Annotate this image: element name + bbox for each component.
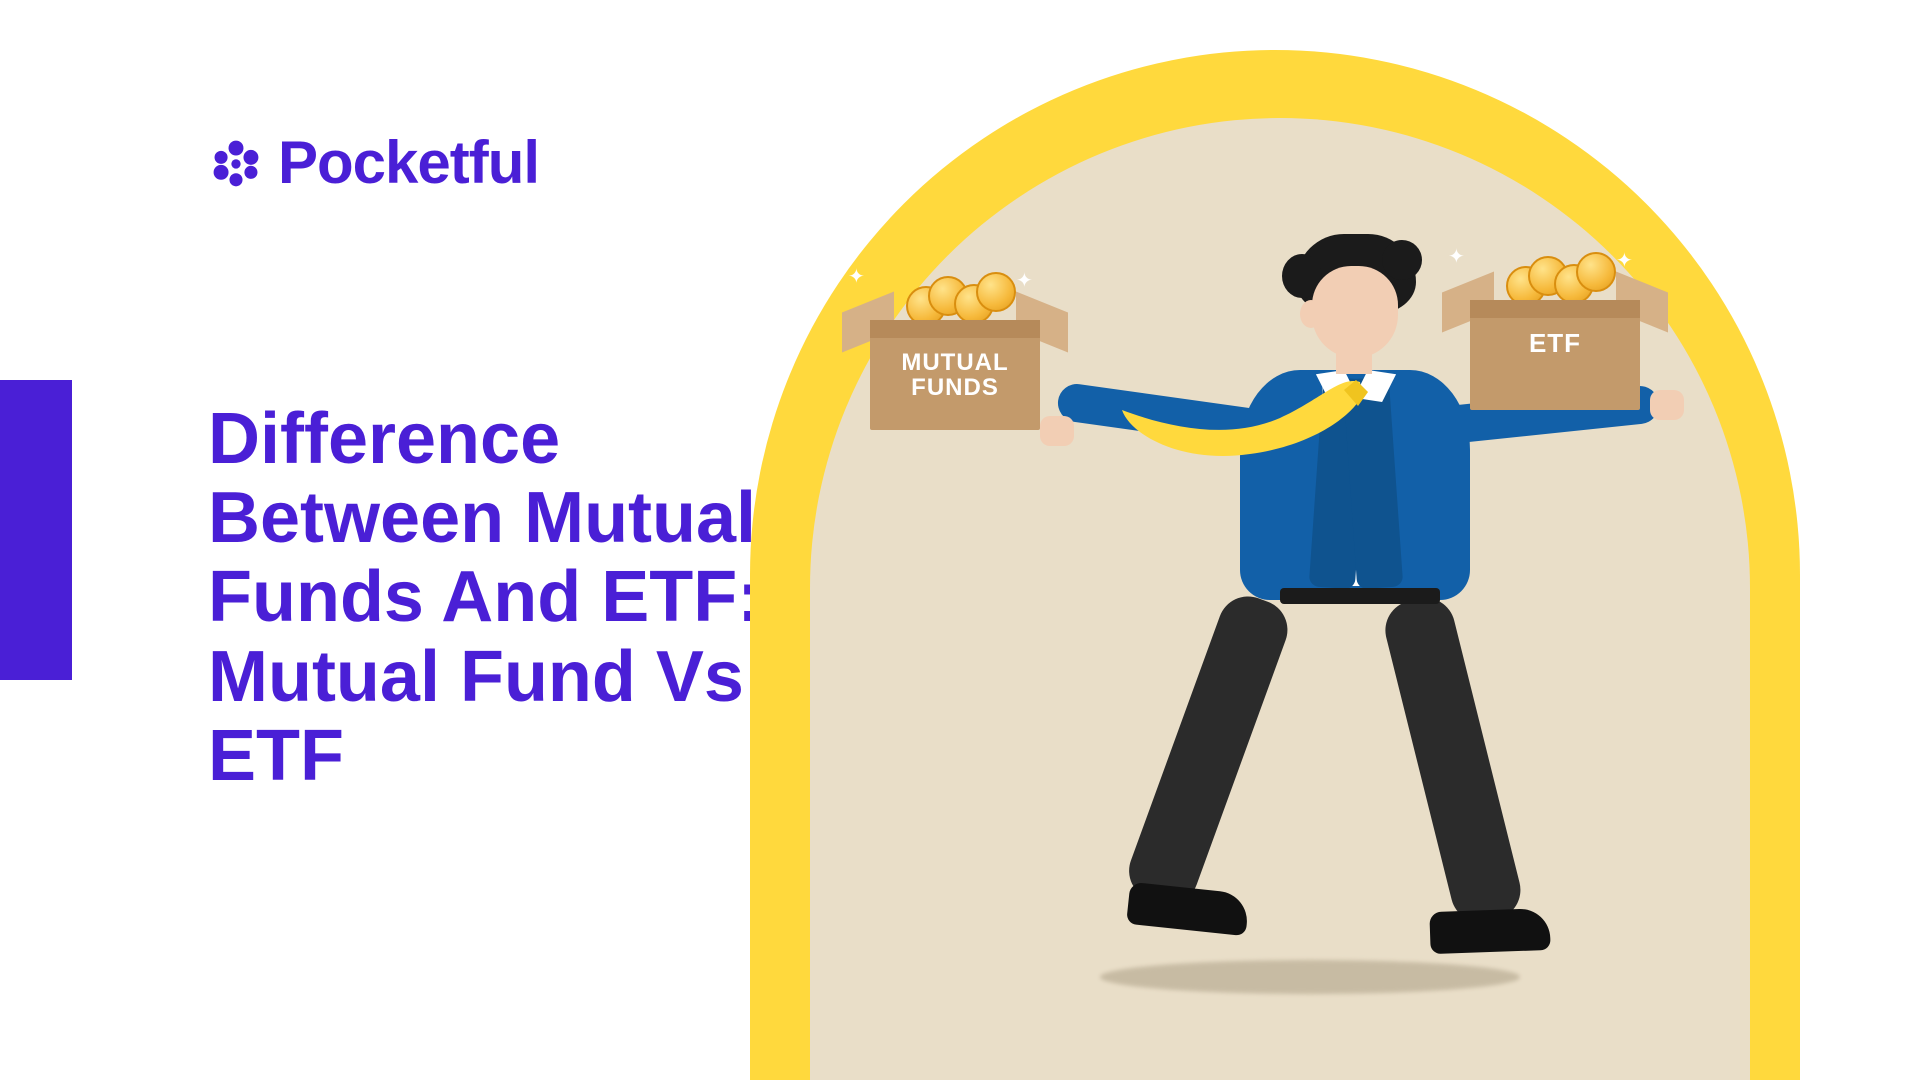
sparkle-icon: ✦ xyxy=(1616,248,1633,273)
box-etf: ✦ ✦ ETF xyxy=(1460,250,1650,390)
coin-stack-icon xyxy=(906,262,1016,326)
shoe-right xyxy=(1429,908,1550,954)
hand-left xyxy=(1040,416,1074,446)
leg-right xyxy=(1379,592,1527,929)
page-title: Difference Between Mutual Funds And ETF:… xyxy=(208,400,788,796)
side-accent-bar xyxy=(0,380,72,680)
hand-right xyxy=(1650,390,1684,420)
box-right-label: ETF xyxy=(1460,330,1650,357)
sparkle-icon: ✦ xyxy=(848,264,865,289)
infographic-canvas: Pocketful Difference Between Mutual Fund… xyxy=(0,0,1920,1080)
box-mutual-funds: ✦ ✦ MUTUALFUNDS xyxy=(860,270,1050,410)
sparkle-icon: ✦ xyxy=(1016,268,1033,293)
belt xyxy=(1280,588,1440,604)
box-left-label: MUTUALFUNDS xyxy=(860,350,1050,400)
tie-icon xyxy=(1110,370,1370,490)
brand-logo: Pocketful xyxy=(208,128,539,197)
coin-stack-icon xyxy=(1506,242,1616,306)
face xyxy=(1312,266,1398,358)
brand-name: Pocketful xyxy=(278,128,539,197)
sparkle-icon: ✦ xyxy=(1448,244,1465,269)
hero-illustration: ✦ ✦ MUTUALFUNDS ✦ ✦ ETF xyxy=(900,260,1720,1020)
leg-left xyxy=(1121,588,1296,913)
logo-icon xyxy=(208,135,264,191)
shoe-left xyxy=(1126,882,1250,936)
